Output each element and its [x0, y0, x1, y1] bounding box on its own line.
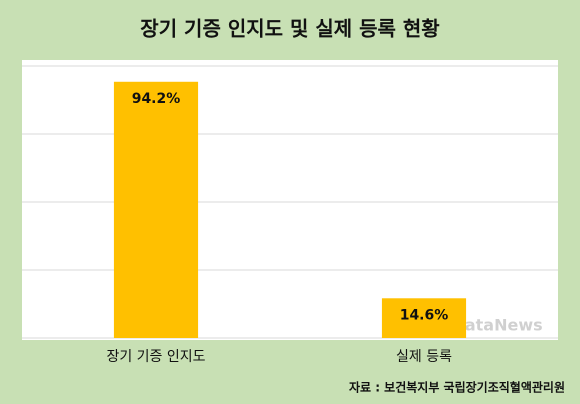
- value-label: 14.6%: [400, 307, 449, 323]
- plot-area: [22, 60, 558, 340]
- chart-title: 장기 기증 인지도 및 실제 등록 현황: [140, 17, 440, 41]
- x-tick-label: 장기 기증 인지도: [106, 349, 205, 365]
- value-label: 94.2%: [132, 91, 181, 107]
- source: 자료 : 보건복지부 국립장기조직혈액관리원: [349, 380, 565, 395]
- x-tick-label: 실제 등록: [396, 349, 452, 365]
- bar: [381, 298, 467, 338]
- bar: [113, 81, 199, 338]
- watermark: dataNews: [453, 316, 542, 335]
